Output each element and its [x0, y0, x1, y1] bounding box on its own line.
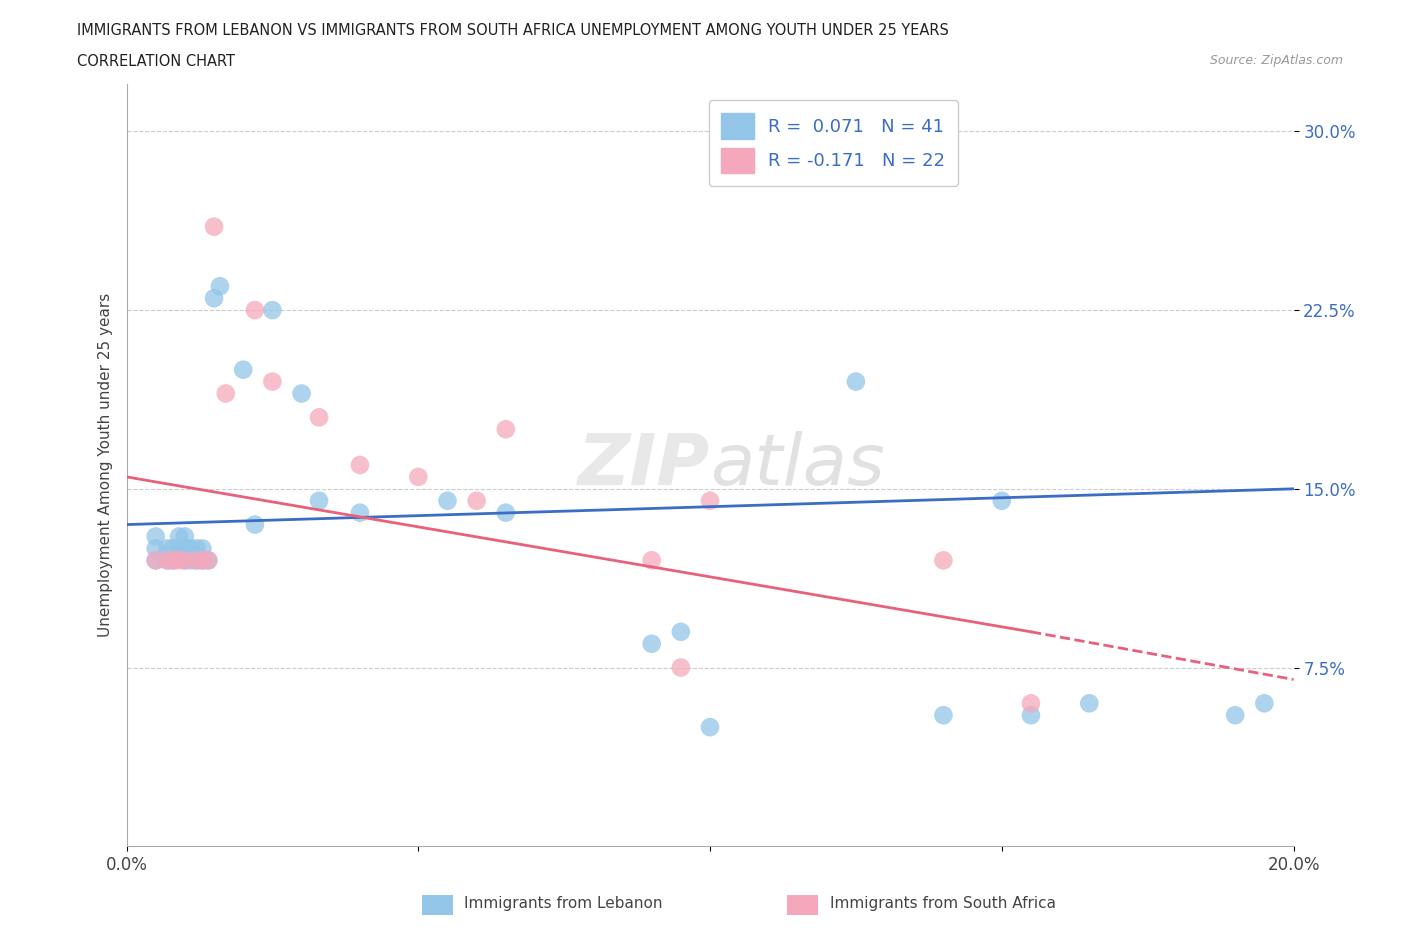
Point: [174, 541, 197, 556]
Point: [932, 708, 955, 723]
Point: [156, 553, 179, 568]
Text: Immigrants from South Africa: Immigrants from South Africa: [830, 897, 1056, 911]
Point: [308, 493, 330, 508]
Point: [845, 374, 868, 389]
Point: [162, 553, 184, 568]
Point: [640, 553, 664, 568]
Point: [408, 470, 430, 485]
Point: [174, 553, 197, 568]
Point: [191, 541, 214, 556]
Point: [756, 136, 779, 151]
Point: [436, 493, 458, 508]
Point: [669, 660, 692, 675]
Point: [1078, 696, 1101, 711]
Point: [232, 363, 254, 378]
Point: [1223, 708, 1246, 723]
Point: [145, 529, 167, 544]
Point: [202, 219, 225, 234]
Point: [156, 553, 179, 568]
Point: [197, 553, 219, 568]
Point: [186, 553, 208, 568]
Point: [495, 505, 517, 520]
Point: [262, 302, 284, 317]
Point: [174, 553, 197, 568]
Point: [186, 541, 208, 556]
Point: [162, 541, 184, 556]
Point: [215, 386, 238, 401]
Point: [180, 541, 202, 556]
Point: [349, 505, 371, 520]
Point: [197, 553, 219, 568]
Point: [932, 553, 955, 568]
Point: [180, 553, 202, 568]
Point: [167, 553, 190, 568]
Point: [243, 302, 266, 317]
Point: [1253, 696, 1275, 711]
Point: [669, 624, 692, 639]
Point: [1019, 696, 1042, 711]
Text: CORRELATION CHART: CORRELATION CHART: [77, 54, 235, 69]
Y-axis label: Unemployment Among Youth under 25 years: Unemployment Among Youth under 25 years: [97, 293, 112, 637]
Point: [145, 541, 167, 556]
Point: [174, 541, 197, 556]
Point: [167, 541, 190, 556]
Point: [156, 541, 179, 556]
Point: [145, 553, 167, 568]
Point: [145, 553, 167, 568]
Point: [243, 517, 266, 532]
Point: [308, 410, 330, 425]
Point: [699, 720, 721, 735]
Legend: R =  0.071   N = 41, R = -0.171   N = 22: R = 0.071 N = 41, R = -0.171 N = 22: [709, 100, 957, 186]
Point: [202, 291, 225, 306]
Text: atlas: atlas: [710, 431, 884, 499]
Point: [290, 386, 312, 401]
Point: [162, 553, 184, 568]
Point: [174, 529, 197, 544]
Text: ZIP: ZIP: [578, 431, 710, 499]
Text: Immigrants from Lebanon: Immigrants from Lebanon: [464, 897, 662, 911]
Point: [191, 553, 214, 568]
Point: [208, 279, 231, 294]
Text: IMMIGRANTS FROM LEBANON VS IMMIGRANTS FROM SOUTH AFRICA UNEMPLOYMENT AMONG YOUTH: IMMIGRANTS FROM LEBANON VS IMMIGRANTS FR…: [77, 23, 949, 38]
Point: [349, 458, 371, 472]
Point: [495, 422, 517, 437]
Point: [191, 553, 214, 568]
Point: [186, 553, 208, 568]
Point: [167, 529, 190, 544]
Point: [640, 636, 664, 651]
Text: Source: ZipAtlas.com: Source: ZipAtlas.com: [1209, 54, 1343, 67]
Point: [699, 493, 721, 508]
Point: [990, 493, 1012, 508]
Point: [262, 374, 284, 389]
Point: [1019, 708, 1042, 723]
Point: [465, 493, 488, 508]
